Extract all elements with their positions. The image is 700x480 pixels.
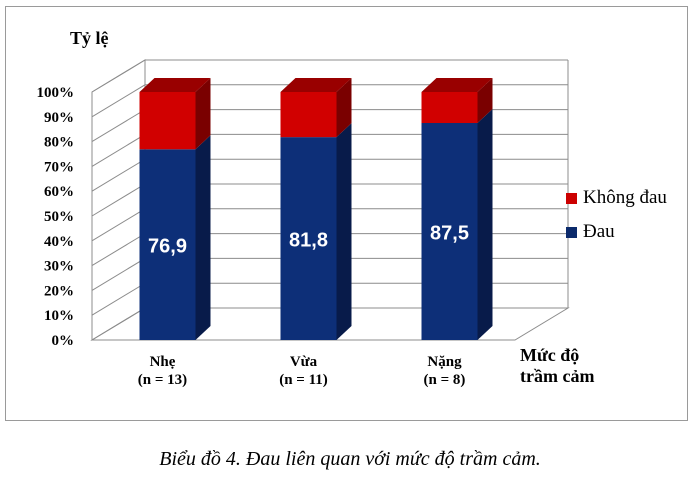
gridline bbox=[91, 59, 568, 93]
y-tick-label: 90% bbox=[44, 110, 74, 126]
legend-label-khong-dau: Không đau bbox=[583, 187, 667, 208]
x-tick-label: Nặng bbox=[427, 354, 462, 370]
bar-khong-dau bbox=[139, 92, 196, 150]
y-tick-label: 60% bbox=[44, 184, 74, 200]
y-axis-title: Tỷ lệ bbox=[70, 28, 109, 48]
x-axis-title: Mức độ bbox=[520, 345, 579, 365]
bar-chart: 0% 10% 20% 30% 40% 50% 60% 70% 80% 90% 100% 76,9 Nhẹ… bbox=[37, 28, 595, 388]
bar-side bbox=[195, 135, 211, 340]
y-tick-label: 10% bbox=[44, 308, 74, 324]
legend-swatch-khong-dau bbox=[566, 192, 577, 204]
bar-side bbox=[336, 123, 352, 340]
legend-label-dau: Đau bbox=[583, 221, 615, 242]
figure-caption: Biểu đồ 4. Đau liên quan với mức độ trầm… bbox=[159, 448, 541, 470]
bar-side bbox=[195, 78, 211, 150]
bar-side bbox=[336, 78, 352, 138]
x-tick-label: (n = 11) bbox=[279, 372, 328, 388]
y-tick-label: 70% bbox=[44, 159, 74, 175]
y-tick-label: 80% bbox=[44, 135, 74, 151]
bar-khong-dau bbox=[280, 92, 337, 138]
x-tick-label: Vừa bbox=[290, 354, 318, 370]
bar-top bbox=[139, 78, 211, 92]
bar-top bbox=[280, 78, 352, 92]
y-tick-label: 30% bbox=[44, 259, 74, 275]
x-tick-label: (n = 13) bbox=[138, 372, 187, 388]
bar-side bbox=[477, 109, 493, 340]
legend-item-dau: Đau bbox=[566, 221, 615, 243]
gridline bbox=[91, 84, 568, 118]
y-tick-label: 20% bbox=[44, 283, 74, 299]
x-tick-label: (n = 8) bbox=[424, 372, 466, 388]
bar-dau bbox=[139, 149, 196, 340]
bar-khong-dau bbox=[421, 92, 478, 123]
bar-top bbox=[421, 78, 493, 92]
bar-side bbox=[477, 78, 493, 123]
x-axis-title: trầm cảm bbox=[520, 366, 594, 386]
data-label: 87,5 bbox=[430, 223, 469, 245]
legend-item-khong-dau: Không đau bbox=[566, 187, 667, 209]
data-label: 76,9 bbox=[148, 236, 187, 258]
y-tick-label: 100% bbox=[37, 85, 75, 101]
y-tick-label: 40% bbox=[44, 234, 74, 250]
x-tick-label: Nhẹ bbox=[150, 354, 176, 370]
y-tick-label: 50% bbox=[44, 209, 74, 225]
y-tick-label: 0% bbox=[52, 333, 75, 349]
legend-swatch-dau bbox=[566, 226, 577, 238]
data-label: 81,8 bbox=[289, 230, 328, 252]
bar-dau bbox=[421, 123, 478, 340]
bar-dau bbox=[280, 137, 337, 340]
